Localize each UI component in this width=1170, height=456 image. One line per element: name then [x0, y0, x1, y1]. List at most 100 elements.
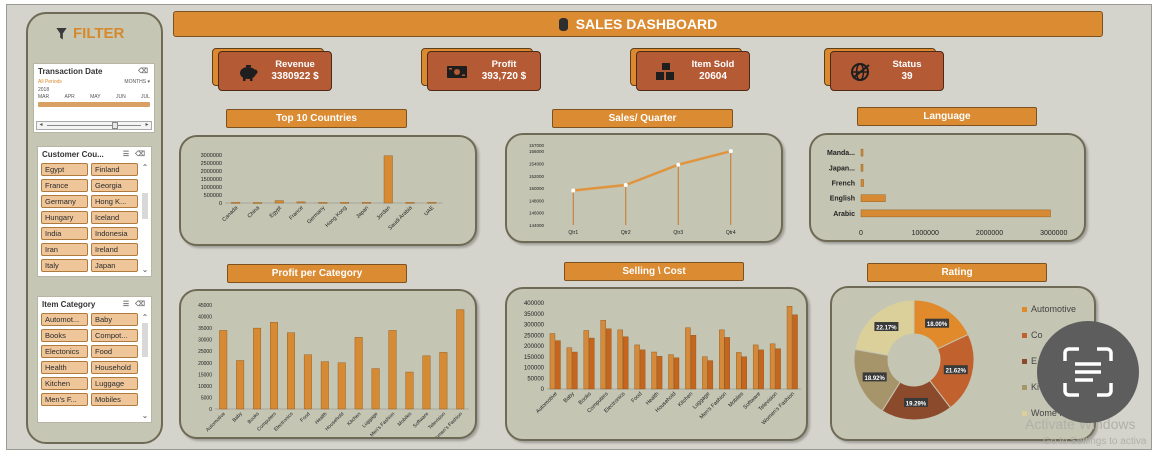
- scroll-thumb[interactable]: [142, 193, 148, 219]
- x-tick-label: Automotive: [205, 411, 227, 433]
- bar: [702, 356, 708, 390]
- slicer-item[interactable]: Food: [91, 345, 138, 358]
- slicer-item[interactable]: Men's F...: [41, 393, 88, 406]
- slicer-item[interactable]: Iceland: [91, 211, 138, 224]
- slicer-scrollbar[interactable]: ⌃ ⌄: [140, 163, 150, 274]
- slicer-scrollbar[interactable]: ⌃ ⌄: [140, 313, 150, 420]
- bar: [340, 202, 350, 204]
- slicer-item[interactable]: Hong K...: [91, 195, 138, 208]
- kpi-face: Profit 393,720 $: [427, 51, 541, 91]
- slicer-item[interactable]: Egypt: [41, 163, 88, 176]
- timeline-month[interactable]: MAR: [38, 94, 50, 100]
- timeline-year: 2018: [38, 87, 50, 93]
- bar: [383, 155, 393, 204]
- y-tick-label: 400000: [524, 301, 545, 307]
- chevron-up-icon[interactable]: ⌃: [141, 163, 149, 172]
- x-tick-label: Jordan: [376, 205, 392, 221]
- x-tick-label: Qtr3: [673, 230, 683, 236]
- slicer-item[interactable]: Japan: [91, 259, 138, 272]
- multi-select-clear-icons[interactable]: ☰ ⌫: [122, 151, 147, 158]
- slicer-item[interactable]: Compot...: [91, 329, 138, 342]
- slicer-item[interactable]: Georgia: [91, 179, 138, 192]
- bar: [634, 344, 640, 390]
- slicer-item[interactable]: Italy: [41, 259, 88, 272]
- bar: [566, 347, 573, 390]
- bar: [719, 329, 725, 390]
- timeline-month[interactable]: MAY: [90, 94, 101, 100]
- filter-heading: FILTER: [56, 25, 124, 42]
- bar: [792, 314, 798, 390]
- bar: [303, 354, 312, 410]
- slicer-item[interactable]: Germany: [41, 195, 88, 208]
- scroll-left-icon[interactable]: ◂: [39, 122, 43, 128]
- y-tick-label: 35000: [198, 326, 212, 332]
- chevron-down-icon[interactable]: ⌄: [141, 265, 149, 274]
- kpi-value: 39: [901, 71, 913, 82]
- transaction-date-timeline[interactable]: Transaction Date ⌫ All Periods MONTHS ▾ …: [33, 63, 155, 133]
- timeline-month[interactable]: JUL: [141, 94, 150, 100]
- kpi-face: Item Sold 20604: [636, 51, 750, 91]
- funnel-icon: [56, 27, 67, 40]
- slicer-item[interactable]: Ireland: [91, 243, 138, 256]
- y-tick-label: 144000: [529, 223, 545, 228]
- slicer-item[interactable]: Indonesia: [91, 227, 138, 240]
- x-tick-label: 3000000: [1040, 230, 1067, 237]
- x-tick-label: Household: [324, 411, 345, 432]
- slicer-item[interactable]: Automot...: [41, 313, 88, 326]
- sales-quarter-chart: 144000 146000 148000 150000 152000 154000 1560…: [529, 143, 736, 236]
- slicer-item[interactable]: India: [41, 227, 88, 240]
- timeline-month[interactable]: JUN: [115, 94, 126, 100]
- timeline-granularity-select[interactable]: MONTHS ▾: [124, 79, 150, 85]
- sales-quarter-card: 144000 146000 148000 150000 152000 154000 1560…: [505, 133, 783, 243]
- bar: [860, 164, 864, 172]
- piggy-bank-icon: [240, 65, 258, 81]
- chevron-up-icon[interactable]: ⌃: [141, 313, 149, 322]
- scroll-right-icon[interactable]: ▸: [145, 122, 149, 128]
- timeline-month[interactable]: APR: [64, 94, 75, 100]
- y-tick-label: 50000: [527, 376, 544, 382]
- slicer-item[interactable]: Electonics: [41, 345, 88, 358]
- series-line: [573, 149, 732, 192]
- multi-select-clear-icons[interactable]: ☰ ⌫: [122, 301, 147, 308]
- slicer-item[interactable]: Household: [91, 361, 138, 374]
- y-tick-label: 30000: [198, 338, 212, 344]
- x-tick-label: 2000000: [976, 230, 1003, 237]
- slicer-item[interactable]: Mobiles: [91, 393, 138, 406]
- slicer-item[interactable]: Kitchen: [41, 377, 88, 390]
- slicer-item[interactable]: Iran: [41, 243, 88, 256]
- slicer-header: Customer Cou... ☰ ⌫: [38, 147, 151, 161]
- scroll-thumb[interactable]: [112, 122, 118, 129]
- slicer-item[interactable]: Health: [41, 361, 88, 374]
- y-tick-label: 2500000: [201, 161, 222, 167]
- bar: [690, 335, 697, 390]
- slicer-item[interactable]: Finland: [91, 163, 138, 176]
- scan-text-button[interactable]: [1037, 321, 1139, 423]
- bar: [860, 194, 886, 202]
- chevron-down-icon[interactable]: ⌄: [141, 411, 149, 420]
- bar: [622, 336, 629, 390]
- data-label: 22.17%: [876, 326, 897, 332]
- x-tick-label: Qtr2: [621, 230, 631, 236]
- timeline-range-bar[interactable]: [38, 102, 150, 107]
- timeline-scrollbar[interactable]: ◂ ▸: [36, 121, 152, 130]
- scroll-thumb[interactable]: [142, 323, 148, 357]
- bar: [707, 360, 714, 390]
- bar: [651, 351, 657, 390]
- slicer-item[interactable]: Books: [41, 329, 88, 342]
- kpi-value: 3380922 $: [271, 71, 319, 82]
- activate-windows-subtext: Go to Settings to activa: [1043, 436, 1147, 447]
- x-tick-label: Baby: [563, 391, 576, 404]
- bar: [775, 348, 781, 390]
- slicer-item[interactable]: Luggage: [91, 377, 138, 390]
- x-tick-label: 1000000: [912, 230, 939, 237]
- slicer-item[interactable]: Baby: [91, 313, 138, 326]
- y-tick-label: 0: [541, 387, 545, 393]
- clear-filter-icon[interactable]: ⌫: [138, 68, 150, 75]
- slicer-item[interactable]: Hungary: [41, 211, 88, 224]
- slicer-title: Customer Cou...: [42, 149, 104, 159]
- slicer-item[interactable]: France: [41, 179, 88, 192]
- kpi-label: Item Sold: [691, 59, 735, 70]
- bar: [405, 371, 414, 410]
- y-tick-label: 150000: [529, 186, 545, 191]
- dashboard: FILTER Transaction Date ⌫ All Periods MO…: [6, 4, 1152, 450]
